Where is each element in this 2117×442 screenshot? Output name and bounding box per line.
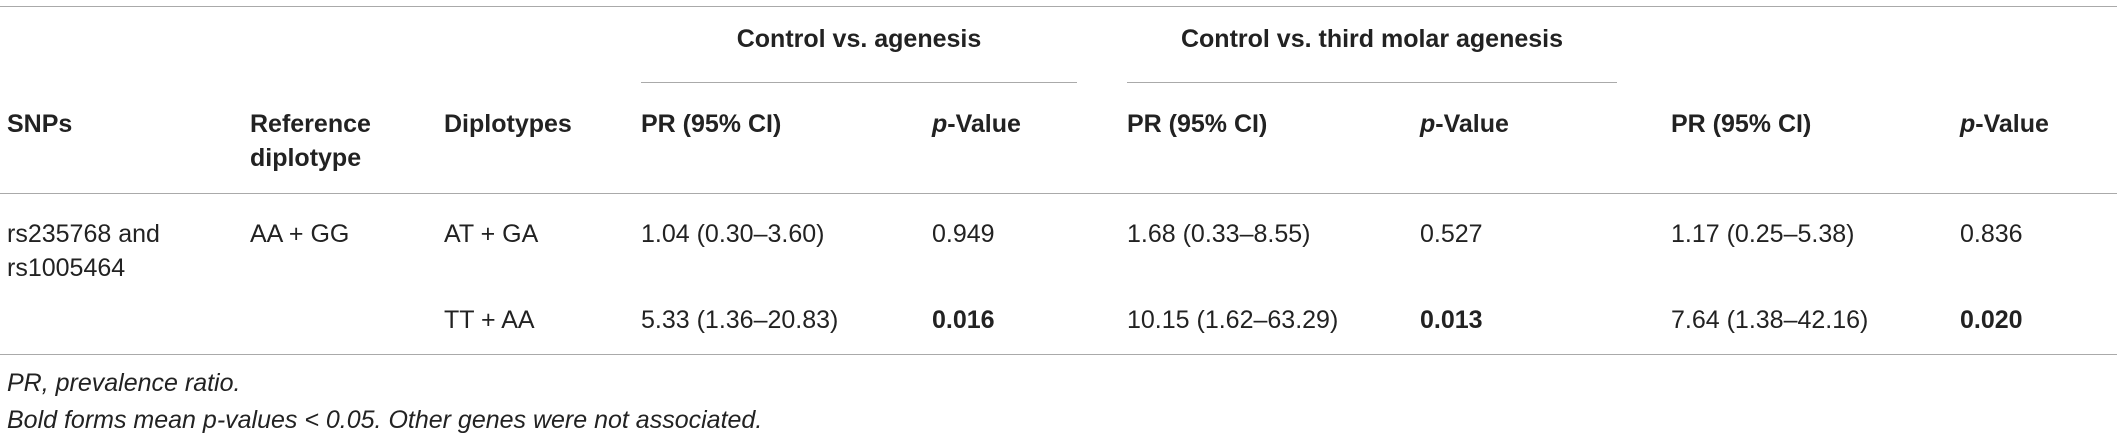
group-header: Control vs. third molar agenesis — [1180, 25, 1564, 53]
table-cell: 7.64 (1.38–42.16) — [1671, 306, 1869, 334]
table-cell: AA + GG — [250, 220, 350, 248]
bottom-rule — [0, 354, 2117, 355]
table-cell: 0.020 — [1960, 306, 2023, 334]
table-cell: 0.013 — [1420, 306, 1483, 334]
table-cell: 0.016 — [932, 306, 995, 334]
column-header: p-Value — [1420, 110, 1509, 138]
table-cell: 1.68 (0.33–8.55) — [1127, 220, 1311, 248]
table-cell: 1.17 (0.25–5.38) — [1671, 220, 1855, 248]
group-rule — [1127, 82, 1617, 83]
table-cell: rs235768 and rs1005464 — [7, 220, 160, 282]
table-cell: TT + AA — [444, 306, 535, 334]
column-header: PR (95% CI) — [1671, 110, 1812, 138]
table-cell: 1.04 (0.30–3.60) — [641, 220, 825, 248]
group-rule — [641, 82, 1077, 83]
table-cell: 5.33 (1.36–20.83) — [641, 306, 839, 334]
table-cell: AT + GA — [444, 220, 539, 248]
footnote: Bold forms mean p-values < 0.05. Other g… — [7, 406, 763, 434]
column-header: p-Value — [932, 110, 1021, 138]
column-header: SNPs — [7, 110, 73, 138]
header-rule — [0, 193, 2117, 194]
column-header: Reference diplotype — [250, 110, 371, 172]
column-header: Diplotypes — [444, 110, 572, 138]
table-cell: 0.836 — [1960, 220, 2023, 248]
table-cell: 0.527 — [1420, 220, 1483, 248]
column-header: PR (95% CI) — [1127, 110, 1268, 138]
column-header: p-Value — [1960, 110, 2049, 138]
group-header: Control vs. agenesis — [736, 25, 982, 53]
column-header: PR (95% CI) — [641, 110, 782, 138]
top-rule — [0, 6, 2117, 7]
table-cell: 10.15 (1.62–63.29) — [1127, 306, 1339, 334]
table-cell: 0.949 — [932, 220, 995, 248]
footnote: PR, prevalence ratio. — [7, 369, 241, 397]
